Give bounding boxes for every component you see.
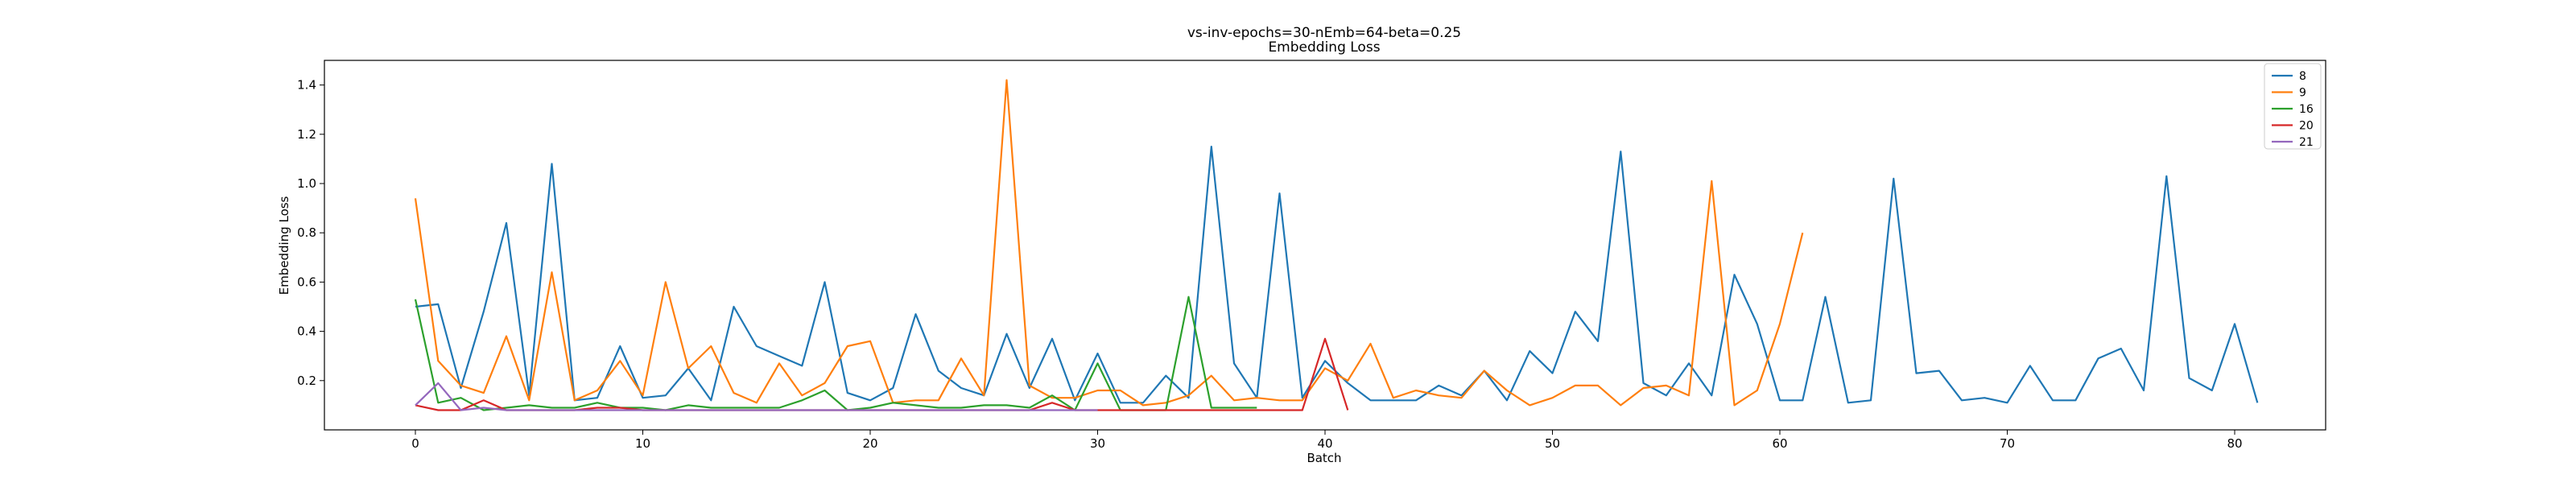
x-axis-label: Batch bbox=[1307, 451, 1341, 465]
x-tick-label: 30 bbox=[1090, 436, 1105, 451]
x-axis: 0 10 20 30 40 50 60 70 80 bbox=[411, 430, 2243, 451]
x-tick-label: 60 bbox=[1772, 436, 1787, 451]
y-tick-label: 0.2 bbox=[297, 374, 316, 388]
series-line-21 bbox=[415, 382, 1098, 411]
x-tick-label: 50 bbox=[1545, 436, 1560, 451]
x-tick-label: 70 bbox=[2000, 436, 2015, 451]
x-tick-label: 80 bbox=[2227, 436, 2242, 451]
series-lines bbox=[414, 79, 2259, 411]
legend: 8 9 16 20 21 bbox=[2264, 63, 2322, 150]
legend-frame bbox=[2264, 63, 2322, 150]
y-axis: 0.2 0.4 0.6 0.8 1.0 1.2 1.4 bbox=[297, 78, 324, 388]
y-tick-label: 0.6 bbox=[297, 275, 316, 289]
legend-label: 8 bbox=[2299, 70, 2306, 83]
y-axis-label: Embedding Loss bbox=[277, 196, 291, 295]
y-tick-label: 0.8 bbox=[297, 225, 316, 240]
x-tick-label: 40 bbox=[1317, 436, 1332, 451]
y-tick-label: 1.2 bbox=[297, 127, 316, 142]
chart-title: vs-inv-epochs=30-nEmb=64-beta=0.25 bbox=[1187, 25, 1461, 41]
series-line-9 bbox=[414, 79, 1804, 407]
y-tick-label: 1.0 bbox=[297, 176, 316, 191]
legend-label: 9 bbox=[2299, 87, 2306, 100]
legend-label: 16 bbox=[2299, 103, 2314, 116]
series-line-16 bbox=[414, 295, 1257, 411]
legend-label: 21 bbox=[2299, 136, 2314, 149]
x-tick-label: 0 bbox=[411, 436, 419, 451]
x-tick-label: 20 bbox=[862, 436, 877, 451]
x-tick-label: 10 bbox=[635, 436, 650, 451]
legend-label: 20 bbox=[2299, 120, 2314, 133]
y-tick-label: 0.4 bbox=[297, 324, 316, 339]
y-tick-label: 1.4 bbox=[297, 78, 316, 93]
chart-subtitle: Embedding Loss bbox=[1268, 39, 1380, 56]
